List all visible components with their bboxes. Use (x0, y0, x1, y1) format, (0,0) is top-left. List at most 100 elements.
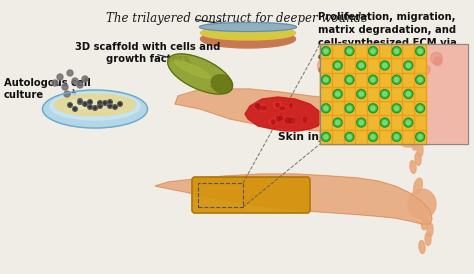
Circle shape (371, 78, 375, 82)
Circle shape (359, 121, 363, 125)
Ellipse shape (283, 117, 293, 124)
Circle shape (406, 121, 410, 125)
Circle shape (406, 92, 410, 96)
Text: The trilayered construct for deeper wounds: The trilayered construct for deeper woun… (106, 12, 368, 25)
Circle shape (406, 63, 410, 67)
Ellipse shape (289, 118, 294, 123)
Circle shape (338, 47, 356, 64)
Circle shape (351, 126, 362, 138)
Circle shape (394, 135, 399, 139)
Circle shape (418, 78, 422, 82)
Ellipse shape (289, 117, 294, 124)
Ellipse shape (288, 103, 293, 108)
Circle shape (345, 104, 354, 113)
Circle shape (88, 105, 92, 109)
Circle shape (357, 61, 366, 70)
Ellipse shape (403, 106, 413, 122)
Circle shape (347, 135, 351, 139)
Circle shape (390, 96, 401, 107)
Polygon shape (155, 174, 432, 224)
Ellipse shape (43, 90, 147, 128)
Circle shape (380, 90, 389, 98)
Ellipse shape (273, 102, 282, 108)
Circle shape (368, 104, 377, 113)
Ellipse shape (417, 143, 423, 157)
Circle shape (392, 47, 401, 56)
Circle shape (98, 101, 102, 105)
Circle shape (324, 135, 328, 139)
Circle shape (404, 61, 413, 70)
Circle shape (333, 118, 342, 127)
Circle shape (404, 118, 413, 127)
Ellipse shape (408, 189, 436, 219)
Ellipse shape (211, 75, 233, 93)
Circle shape (368, 47, 377, 56)
Circle shape (321, 47, 330, 56)
Circle shape (359, 92, 363, 96)
Circle shape (360, 101, 376, 118)
Ellipse shape (70, 99, 100, 109)
Circle shape (347, 78, 351, 82)
Circle shape (333, 61, 342, 70)
Circle shape (383, 63, 387, 67)
Polygon shape (245, 97, 322, 131)
Ellipse shape (174, 60, 210, 78)
Circle shape (344, 52, 358, 66)
Circle shape (371, 106, 375, 110)
Circle shape (392, 132, 401, 141)
Polygon shape (175, 89, 420, 146)
Circle shape (416, 75, 425, 84)
Circle shape (93, 106, 97, 110)
Circle shape (421, 65, 430, 74)
Circle shape (359, 84, 378, 103)
Circle shape (324, 106, 328, 110)
Circle shape (430, 52, 442, 64)
Ellipse shape (279, 105, 285, 111)
Ellipse shape (303, 118, 307, 122)
Ellipse shape (427, 223, 433, 237)
Ellipse shape (276, 103, 279, 107)
Ellipse shape (425, 233, 431, 246)
Bar (198, 183, 243, 207)
Circle shape (365, 119, 383, 138)
Circle shape (416, 47, 425, 56)
Circle shape (72, 78, 78, 84)
Circle shape (351, 93, 368, 111)
Text: Autologous cell
culture: Autologous cell culture (4, 78, 91, 100)
Circle shape (371, 49, 375, 53)
Bar (320, 44, 468, 144)
Ellipse shape (276, 116, 280, 121)
Text: Skin injury: Skin injury (278, 132, 342, 142)
Ellipse shape (200, 22, 297, 32)
Circle shape (83, 102, 87, 106)
Text: 3D scaffold with cells and
growth factors: 3D scaffold with cells and growth factor… (75, 42, 221, 64)
Circle shape (434, 58, 442, 65)
Circle shape (345, 47, 354, 56)
Circle shape (418, 106, 422, 110)
Ellipse shape (272, 120, 275, 124)
Ellipse shape (54, 94, 136, 116)
Ellipse shape (277, 116, 285, 121)
Circle shape (333, 90, 342, 98)
Circle shape (392, 75, 401, 84)
Bar (320, 44, 468, 144)
Ellipse shape (302, 117, 308, 122)
Circle shape (368, 132, 377, 141)
Ellipse shape (410, 161, 416, 173)
Circle shape (321, 132, 330, 141)
Circle shape (347, 106, 351, 110)
Ellipse shape (255, 104, 259, 108)
Circle shape (321, 104, 330, 113)
Circle shape (394, 78, 399, 82)
Circle shape (347, 49, 351, 53)
Circle shape (407, 105, 415, 114)
Circle shape (336, 121, 340, 125)
Circle shape (392, 104, 401, 113)
Circle shape (345, 132, 354, 141)
Circle shape (416, 132, 425, 141)
Circle shape (332, 128, 348, 144)
Ellipse shape (261, 106, 266, 110)
Circle shape (380, 61, 389, 70)
Circle shape (62, 84, 68, 90)
Circle shape (88, 100, 92, 104)
